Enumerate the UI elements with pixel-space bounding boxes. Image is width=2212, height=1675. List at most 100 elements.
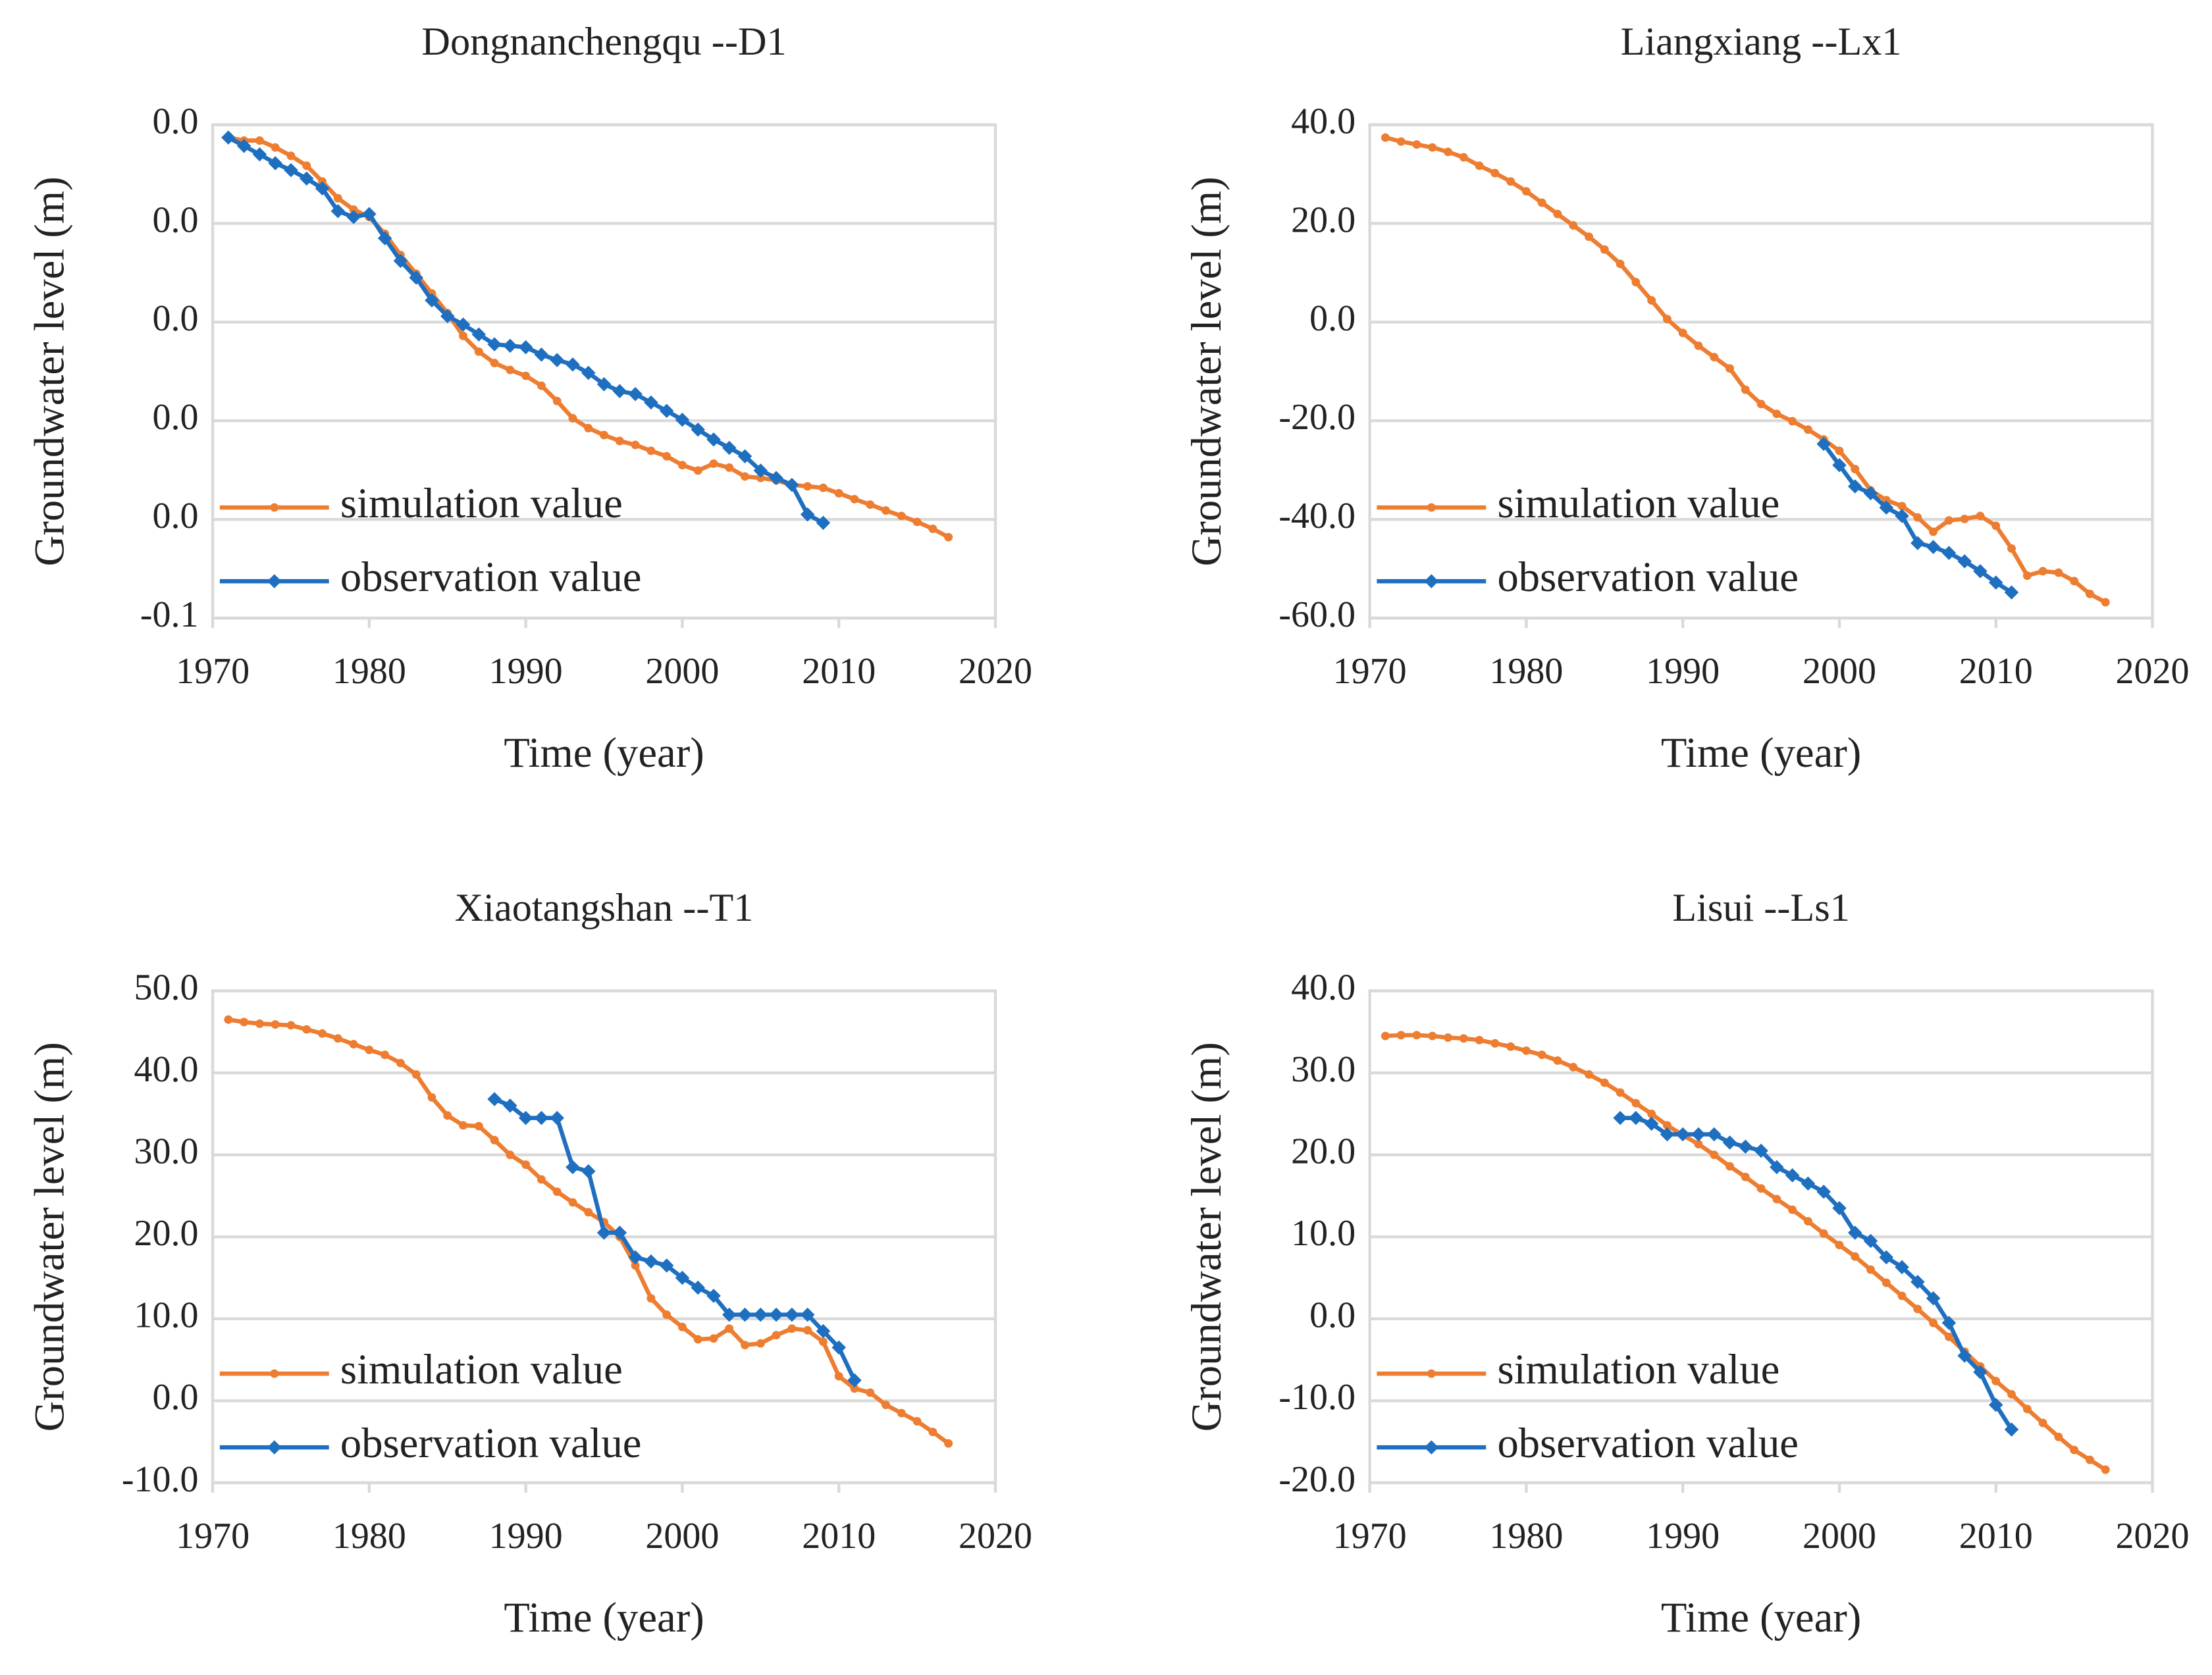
data-point xyxy=(255,1019,264,1028)
data-point xyxy=(1616,1088,1625,1097)
data-point xyxy=(675,1270,690,1285)
data-point xyxy=(1819,1229,1828,1238)
chart-title: Xiaotangshan --T1 xyxy=(455,886,754,930)
data-point xyxy=(882,1401,891,1410)
data-point xyxy=(236,139,251,153)
y-tick-label: 40.0 xyxy=(1291,101,1356,142)
data-point xyxy=(318,1029,327,1038)
data-point xyxy=(753,1307,768,1322)
data-point xyxy=(506,1150,515,1160)
data-point xyxy=(1866,1265,1875,1274)
data-point xyxy=(756,1339,765,1348)
data-point xyxy=(2022,1404,2032,1414)
x-tick-label: 2020 xyxy=(2116,1516,2190,1557)
y-axis-title: Groundwater level (m) xyxy=(26,1042,74,1431)
data-point xyxy=(928,1428,937,1437)
data-point xyxy=(471,327,487,342)
data-point xyxy=(803,482,812,491)
data-point xyxy=(1772,1195,1781,1204)
data-point xyxy=(631,440,640,450)
data-point xyxy=(552,1187,562,1197)
data-point xyxy=(333,1034,342,1043)
y-tick-label: -10.0 xyxy=(122,1459,199,1500)
data-point xyxy=(427,1093,436,1102)
data-point xyxy=(381,1050,390,1060)
data-point xyxy=(537,1175,546,1184)
data-point xyxy=(1694,341,1703,350)
data-point xyxy=(566,1160,580,1175)
data-point xyxy=(693,466,702,475)
data-point xyxy=(1412,140,1421,149)
data-point xyxy=(709,1334,718,1343)
data-point xyxy=(1631,1098,1641,1108)
data-point xyxy=(1662,1121,1672,1130)
x-tick-label: 2000 xyxy=(645,651,719,692)
data-point xyxy=(897,1408,906,1418)
data-point xyxy=(1801,1176,1816,1191)
data-point xyxy=(284,163,298,178)
data-point xyxy=(944,532,953,542)
data-point xyxy=(1521,1046,1531,1055)
x-tick-label: 1970 xyxy=(1333,1516,1407,1557)
data-point xyxy=(1569,1062,1578,1071)
legend-label: observation value xyxy=(1497,1419,1799,1466)
data-point xyxy=(737,1307,752,1322)
data-point xyxy=(474,1121,483,1131)
data-point xyxy=(443,1111,452,1120)
data-point xyxy=(677,1322,687,1331)
data-point xyxy=(1926,540,1941,554)
data-point xyxy=(691,1280,705,1295)
data-point xyxy=(1957,554,1972,569)
data-point xyxy=(725,1324,734,1333)
data-point xyxy=(800,1307,815,1322)
data-point xyxy=(866,1388,875,1397)
data-point xyxy=(333,193,342,203)
data-point xyxy=(550,353,564,367)
data-point xyxy=(2022,571,2032,580)
legend-label: simulation value xyxy=(1497,1345,1779,1393)
data-point xyxy=(1973,564,1988,579)
y-tick-label: -20.0 xyxy=(1278,1459,1356,1500)
data-point xyxy=(581,1164,596,1179)
data-point xyxy=(1835,1241,1844,1250)
data-point xyxy=(1913,513,1922,522)
data-point xyxy=(1537,1050,1546,1060)
data-point xyxy=(1725,1162,1734,1171)
data-point xyxy=(393,253,408,269)
data-point xyxy=(271,143,280,152)
data-point xyxy=(459,331,467,340)
data-point xyxy=(1756,1184,1766,1193)
x-axis-title: Time (year) xyxy=(1661,729,1861,777)
y-axis-title: Groundwater level (m) xyxy=(26,176,74,566)
x-tick-label: 2020 xyxy=(959,1516,1032,1557)
data-point xyxy=(518,340,533,355)
data-point xyxy=(756,473,765,482)
plot-border xyxy=(1368,989,2154,1485)
data-point xyxy=(646,1294,656,1303)
data-point xyxy=(568,1198,577,1207)
data-point xyxy=(1678,328,1687,338)
data-point xyxy=(1835,446,1844,455)
data-point xyxy=(1662,315,1672,324)
data-point xyxy=(2085,1455,2094,1464)
data-point xyxy=(1585,232,1593,242)
legend-marker xyxy=(267,1440,282,1455)
x-tick-label: 2000 xyxy=(1803,1516,1876,1557)
data-point xyxy=(912,517,922,527)
data-point xyxy=(706,1289,721,1303)
data-point xyxy=(1863,1233,1878,1249)
data-point xyxy=(2101,598,2110,607)
data-point xyxy=(818,483,828,492)
y-tick-label: 0.0 xyxy=(1309,298,1356,339)
data-point xyxy=(2004,1422,2019,1437)
data-point xyxy=(675,413,690,427)
y-tick-label: 10.0 xyxy=(1291,1213,1356,1254)
data-point xyxy=(1459,1034,1468,1043)
data-point xyxy=(1660,1127,1675,1142)
x-tick-label: 2010 xyxy=(802,651,876,692)
data-point xyxy=(487,1092,502,1106)
y-tick-label: 0.0 xyxy=(1309,1295,1356,1336)
data-point xyxy=(882,506,891,515)
data-point xyxy=(1788,417,1797,426)
